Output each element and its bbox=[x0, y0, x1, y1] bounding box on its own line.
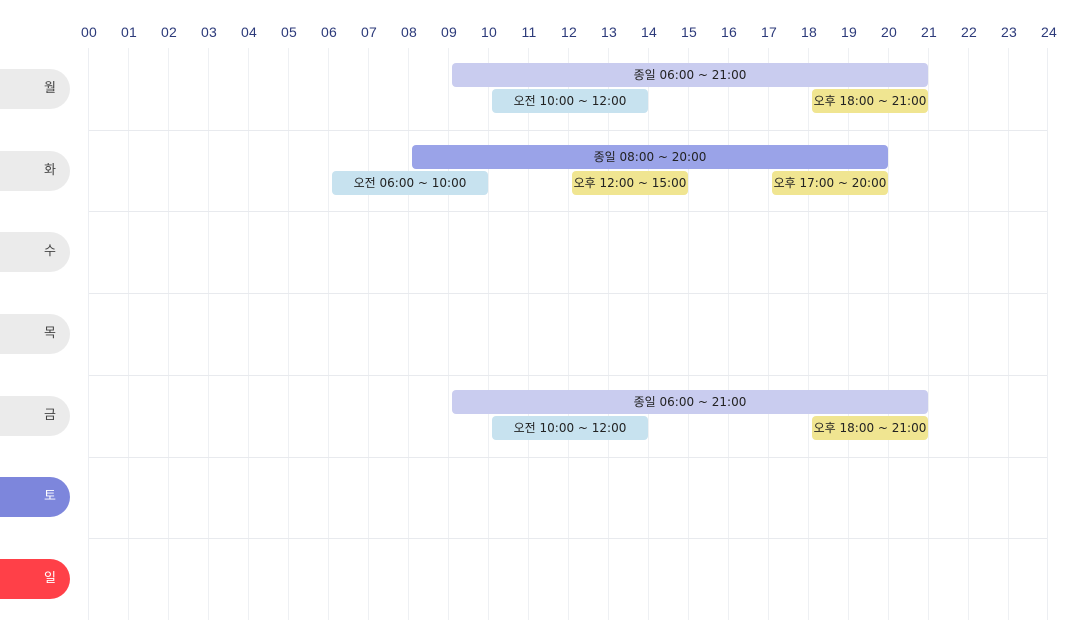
hour-label: 17 bbox=[761, 24, 777, 40]
schedule-bar-mon-allday[interactable]: 종일 06:00 ~ 21:00 bbox=[452, 63, 928, 87]
hour-label: 10 bbox=[481, 24, 497, 40]
day-tab-tue[interactable]: 화 bbox=[0, 151, 70, 191]
hour-gridline bbox=[808, 48, 809, 620]
day-tab-mon[interactable]: 월 bbox=[0, 69, 70, 109]
day-tab-sat[interactable]: 토 bbox=[0, 477, 70, 517]
hour-label: 15 bbox=[681, 24, 697, 40]
schedule-bar-tue-afternoon[interactable]: 오후 17:00 ~ 20:00 bbox=[772, 171, 888, 195]
hour-gridline bbox=[208, 48, 209, 620]
hour-label: 23 bbox=[1001, 24, 1017, 40]
day-tab-sun[interactable]: 일 bbox=[0, 559, 70, 599]
hour-gridline bbox=[128, 48, 129, 620]
hour-gridline bbox=[568, 48, 569, 620]
hour-gridline bbox=[968, 48, 969, 620]
hour-gridline bbox=[888, 48, 889, 620]
day-tab-fri[interactable]: 금 bbox=[0, 396, 70, 436]
schedule-bar-fri-morning[interactable]: 오전 10:00 ~ 12:00 bbox=[492, 416, 648, 440]
schedule-bar-tue-afternoon[interactable]: 오후 12:00 ~ 15:00 bbox=[572, 171, 688, 195]
hour-label: 19 bbox=[841, 24, 857, 40]
hour-label: 04 bbox=[241, 24, 257, 40]
hour-label: 20 bbox=[881, 24, 897, 40]
day-row-divider bbox=[89, 375, 1047, 376]
hour-gridline bbox=[448, 48, 449, 620]
hour-label: 18 bbox=[801, 24, 817, 40]
schedule-bar-tue-morning[interactable]: 오전 06:00 ~ 10:00 bbox=[332, 171, 488, 195]
hour-label: 22 bbox=[961, 24, 977, 40]
hour-gridline bbox=[488, 48, 489, 620]
hour-gridline bbox=[408, 48, 409, 620]
day-tab-thu[interactable]: 목 bbox=[0, 314, 70, 354]
schedule-bar-fri-afternoon[interactable]: 오후 18:00 ~ 21:00 bbox=[812, 416, 928, 440]
hour-label: 02 bbox=[161, 24, 177, 40]
hour-gridline bbox=[328, 48, 329, 620]
day-row-divider bbox=[89, 293, 1047, 294]
hour-gridline bbox=[728, 48, 729, 620]
hour-label: 21 bbox=[921, 24, 937, 40]
hour-gridline bbox=[1008, 48, 1009, 620]
hour-gridline bbox=[848, 48, 849, 620]
hour-label: 24 bbox=[1041, 24, 1057, 40]
hour-label: 01 bbox=[121, 24, 137, 40]
hour-label: 12 bbox=[561, 24, 577, 40]
hour-label: 06 bbox=[321, 24, 337, 40]
day-row-divider bbox=[89, 211, 1047, 212]
hour-gridline bbox=[248, 48, 249, 620]
hour-label: 07 bbox=[361, 24, 377, 40]
hour-label: 11 bbox=[521, 24, 537, 40]
hour-label: 13 bbox=[601, 24, 617, 40]
hour-label: 08 bbox=[401, 24, 417, 40]
schedule-bar-mon-afternoon[interactable]: 오후 18:00 ~ 21:00 bbox=[812, 89, 928, 113]
hour-gridline bbox=[928, 48, 929, 620]
hour-label: 14 bbox=[641, 24, 657, 40]
hour-gridline bbox=[528, 48, 529, 620]
day-row-divider bbox=[89, 457, 1047, 458]
hour-gridline bbox=[168, 48, 169, 620]
hour-gridline bbox=[688, 48, 689, 620]
hour-gridline bbox=[648, 48, 649, 620]
hour-gridline bbox=[768, 48, 769, 620]
hour-header: 00 01 02 03 04 05 06 07 08 09 10 11 12 13 14 15 16 17 18 19… bbox=[0, 0, 1078, 48]
hour-gridline bbox=[288, 48, 289, 620]
hour-gridline bbox=[608, 48, 609, 620]
schedule-grid: 종일 06:00 ~ 21:00 오전 10:00 ~ 12:00 오후 18:00… bbox=[88, 48, 1048, 620]
hour-label: 16 bbox=[721, 24, 737, 40]
schedule-bar-tue-allday[interactable]: 종일 08:00 ~ 20:00 bbox=[412, 145, 888, 169]
day-row-divider bbox=[89, 130, 1047, 131]
day-row-divider bbox=[89, 538, 1047, 539]
day-tab-wed[interactable]: 수 bbox=[0, 232, 70, 272]
schedule-bar-fri-allday[interactable]: 종일 06:00 ~ 21:00 bbox=[452, 390, 928, 414]
hour-gridline bbox=[368, 48, 369, 620]
schedule-bar-mon-morning[interactable]: 오전 10:00 ~ 12:00 bbox=[492, 89, 648, 113]
hour-label: 05 bbox=[281, 24, 297, 40]
hour-label: 03 bbox=[201, 24, 217, 40]
hour-label: 00 bbox=[81, 24, 97, 40]
hour-label: 09 bbox=[441, 24, 457, 40]
